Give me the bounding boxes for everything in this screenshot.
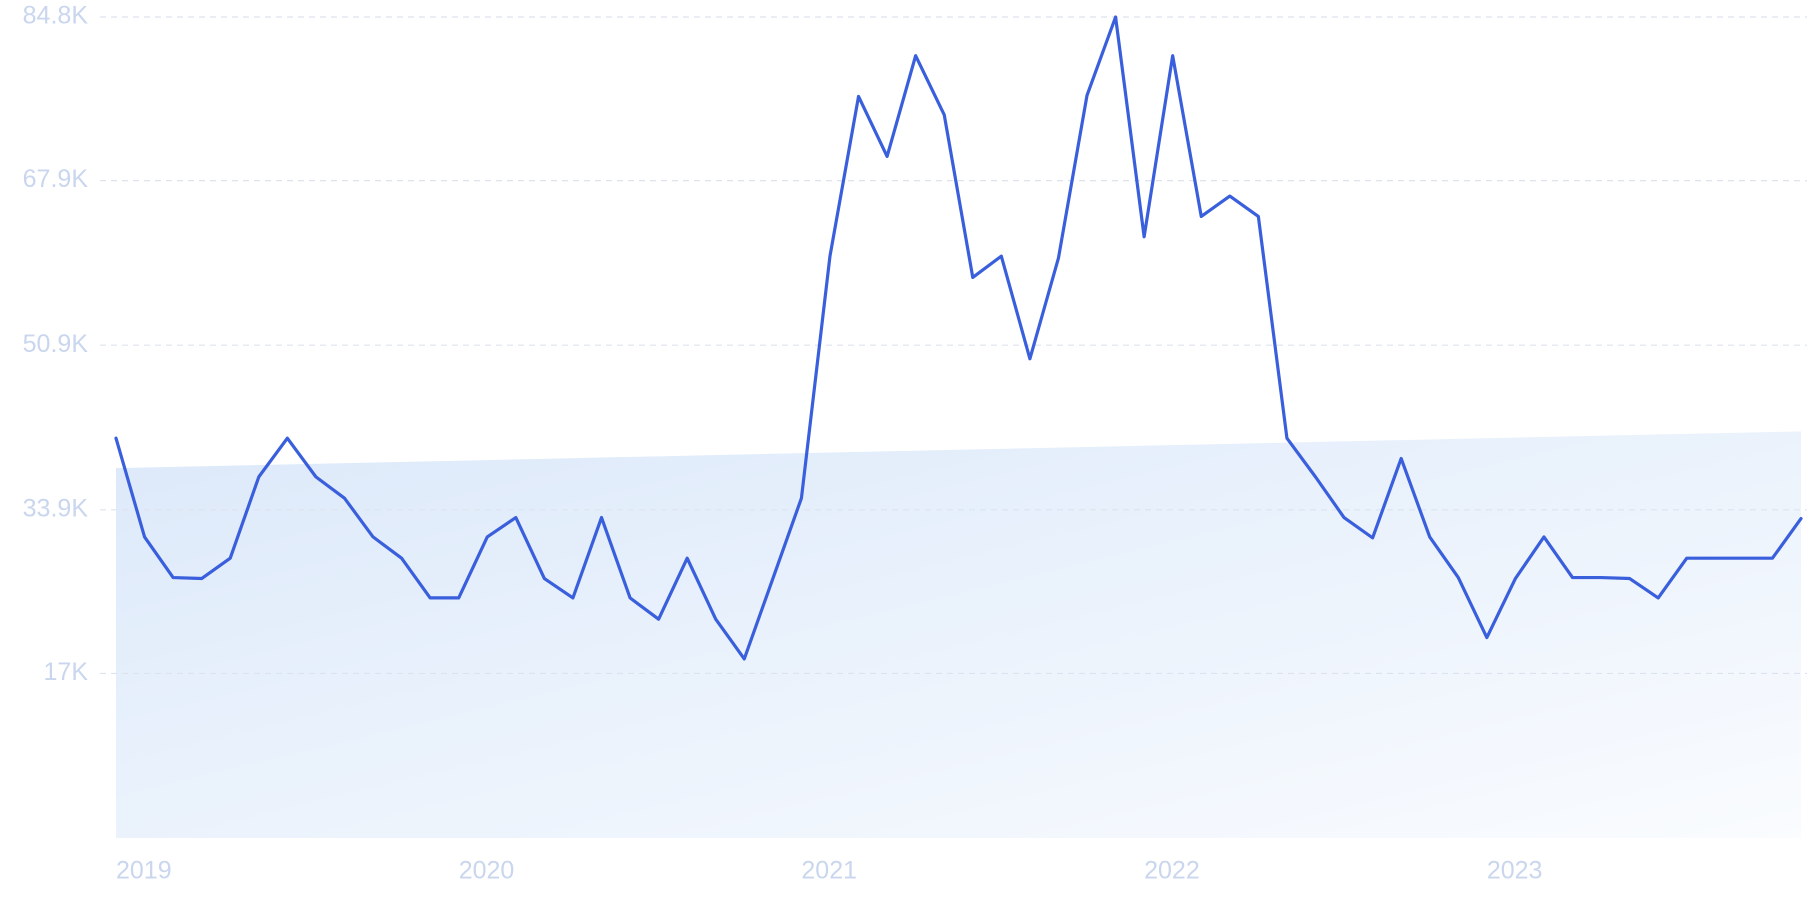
y-tick-label: 67.9K [23,165,89,193]
x-tick-label: 2021 [801,857,857,885]
data-line [114,15,1803,661]
x-tick-label: 2019 [116,857,172,885]
y-tick-label: 17K [44,658,89,686]
x-tick-label: 2022 [1144,857,1200,885]
x-tick-label: 2023 [1487,857,1543,885]
y-tick-label: 33.9K [23,494,89,522]
y-tick-label: 84.8K [23,2,89,30]
y-tick-label: 50.9K [23,330,89,358]
trend-area [116,431,1801,838]
x-tick-label: 2020 [459,857,515,885]
